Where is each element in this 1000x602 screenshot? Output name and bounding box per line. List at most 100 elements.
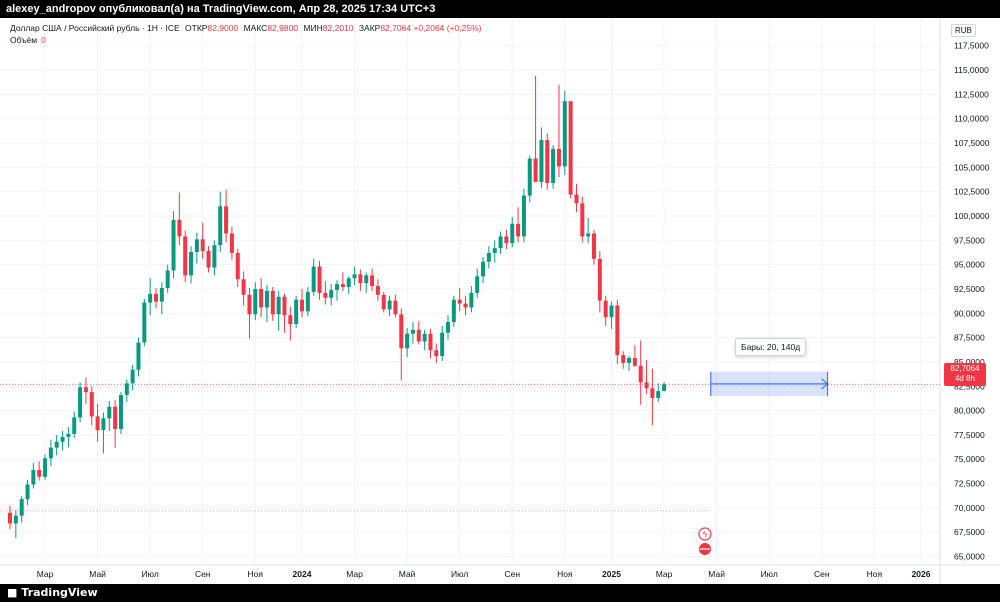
candle-body xyxy=(329,289,334,298)
candlestick-chart[interactable]: 65,0000 67,5000 70,0000 72,5000 75,0000 77,50… xyxy=(0,18,1000,584)
candle-body xyxy=(148,293,153,303)
candle-body xyxy=(539,140,544,182)
candle-body xyxy=(521,195,526,237)
symbol-name[interactable]: Доллар США / Российский рубль · 1Н · ICE xyxy=(10,23,180,33)
candle-body xyxy=(212,245,217,268)
price-tick-label: 80,0000 xyxy=(954,406,985,416)
candle-body xyxy=(113,406,118,430)
volume-legend[interactable]: Объём 0 xyxy=(10,35,46,45)
candle-body xyxy=(159,288,164,302)
price-tick-label: 67,5000 xyxy=(954,527,985,537)
candle-body xyxy=(662,384,667,392)
candle-body xyxy=(154,293,158,302)
time-tick-label: Мар xyxy=(37,569,54,579)
high-value: 82,9800 xyxy=(267,23,299,33)
time-tick-label: Май xyxy=(89,569,106,579)
tradingview-logo[interactable]: ■ TradingView xyxy=(7,584,102,602)
candle-body xyxy=(410,329,415,334)
candle-body xyxy=(83,387,88,393)
candle-body xyxy=(627,358,632,363)
candle-body xyxy=(183,236,188,276)
price-tick-label: 107,5000 xyxy=(954,138,990,148)
candle-body xyxy=(13,515,18,524)
candle-body xyxy=(393,300,398,315)
price-tick-label: 72,5000 xyxy=(954,479,985,489)
candle-body xyxy=(586,233,591,237)
candle-body xyxy=(481,261,486,277)
tradingview-logo-icon: ■ xyxy=(7,586,18,599)
candle-body xyxy=(609,305,614,318)
candle-body xyxy=(422,333,427,342)
candle-body xyxy=(335,284,340,290)
candle-body xyxy=(89,392,94,417)
candle-body xyxy=(206,251,211,268)
volume-value: 0 xyxy=(41,35,46,45)
candle-body xyxy=(504,236,509,244)
candle-body xyxy=(446,322,450,333)
time-tick-label: Сен xyxy=(814,569,830,579)
candle-body xyxy=(48,447,53,459)
candle-body xyxy=(124,383,129,396)
currency-badge[interactable]: RUB xyxy=(951,24,976,37)
candle-body xyxy=(364,275,369,284)
candle-body xyxy=(340,284,345,288)
candle-body xyxy=(31,469,36,485)
candle-body xyxy=(463,303,468,308)
price-tick-label: 117,5000 xyxy=(954,41,989,51)
candle-body xyxy=(25,484,30,500)
price-tick-label: 92,5000 xyxy=(954,284,985,294)
candle-body xyxy=(650,388,655,398)
symbol-legend[interactable]: Доллар США / Российский рубль · 1Н · ICE… xyxy=(10,23,482,33)
low-value: 82,2010 xyxy=(322,23,354,33)
candle-body xyxy=(399,314,404,349)
candle-body xyxy=(300,299,304,312)
candle-body xyxy=(282,296,287,316)
candle-body xyxy=(229,233,234,253)
candle-body xyxy=(72,417,77,434)
candle-body xyxy=(562,101,567,167)
candle-body xyxy=(142,302,147,343)
candle-body xyxy=(66,433,71,437)
candle-body xyxy=(305,291,310,312)
candle-body xyxy=(498,236,503,249)
candle-body xyxy=(416,329,421,342)
candle-body xyxy=(545,140,550,183)
time-tick-label: Ноя xyxy=(248,569,264,579)
candle-body xyxy=(597,258,602,301)
candle-body xyxy=(556,148,561,167)
price-tick-label: 85,0000 xyxy=(954,357,985,367)
price-tick-label: 102,5000 xyxy=(954,187,990,197)
chart-frame[interactable]: 65,0000 67,5000 70,0000 72,5000 75,0000 77,50… xyxy=(0,18,1000,584)
candle-body xyxy=(638,365,643,383)
candle-body xyxy=(580,203,585,237)
price-tick-label: 110,0000 xyxy=(954,114,989,124)
last-price-value: 82,7064 xyxy=(950,364,980,373)
candle-body xyxy=(510,223,515,244)
candle-body xyxy=(370,275,375,287)
time-tick-label: Май xyxy=(708,569,725,579)
price-tick-label: 95,0000 xyxy=(954,260,985,270)
candle-body xyxy=(375,286,380,295)
close-label: ЗАКР xyxy=(358,23,381,33)
volume-label[interactable]: Объём xyxy=(10,35,38,45)
candle-body xyxy=(118,395,123,430)
time-tick-label: Ноя xyxy=(867,569,883,579)
price-tick-label: 65,0000 xyxy=(954,552,985,562)
close-value: 82,7064 xyxy=(380,23,412,33)
price-tick-label: 70,0000 xyxy=(954,503,985,513)
candle-body xyxy=(294,299,299,324)
price-tick-label: 105,0000 xyxy=(954,162,990,172)
candle-body xyxy=(352,274,357,279)
candle-body xyxy=(621,355,626,363)
candle-body xyxy=(235,252,240,280)
candle-body xyxy=(632,358,637,366)
candle-body xyxy=(603,300,608,318)
candle-body xyxy=(656,391,661,398)
candle-body xyxy=(200,239,205,252)
candle-body xyxy=(527,158,532,196)
candle-body xyxy=(346,278,351,288)
candle-body xyxy=(434,350,439,357)
candle-body xyxy=(358,274,363,284)
time-tick-label: Июл xyxy=(761,569,778,579)
time-tick-label: Сен xyxy=(195,569,211,579)
